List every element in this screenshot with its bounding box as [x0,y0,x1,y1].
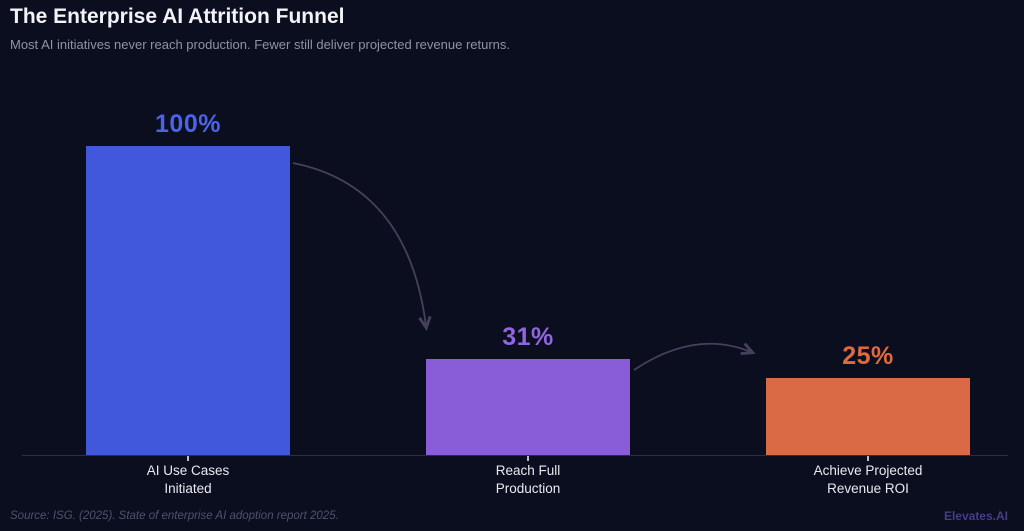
bar-group-roi: 25% [766,342,970,455]
bar-initiated [86,146,290,455]
source-citation: Source: ISG. (2025). State of enterprise… [10,510,339,522]
bar-value-label: 100% [155,110,221,138]
arrow-bar1-to-bar2-icon [292,162,432,331]
x-axis-line [22,455,1008,456]
x-axis-tick [527,456,529,461]
x-axis-tick [187,456,189,461]
brand-watermark: Elevates.AI [943,509,1008,523]
bar-group-production: 31% [426,323,630,455]
x-axis-label-line: Revenue ROI [827,480,909,496]
x-axis-label-roi: Achieve Projected Revenue ROI [766,462,970,497]
x-axis-label-line: Achieve Projected [813,463,923,478]
bar-roi [766,378,970,455]
x-axis-label-line: AI Use Cases [146,463,230,478]
chart-title: The Enterprise AI Attrition Funnel [10,5,345,28]
bar-value-label: 31% [502,323,554,351]
x-axis-label-production: Reach Full Production [426,462,630,497]
bar-group-initiated: 100% [86,110,290,455]
x-axis-label-line: Initiated [164,480,212,496]
x-axis-label-initiated: AI Use Cases Initiated [86,462,290,497]
x-axis-label-line: Reach Full [495,463,561,478]
x-axis-label-line: Production [495,480,561,496]
bar-production [426,359,630,455]
chart-subtitle: Most AI initiatives never reach producti… [10,37,511,52]
x-axis-tick [867,456,869,461]
bar-value-label: 25% [842,342,894,370]
arrow-bar2-to-bar3-icon [633,342,756,371]
